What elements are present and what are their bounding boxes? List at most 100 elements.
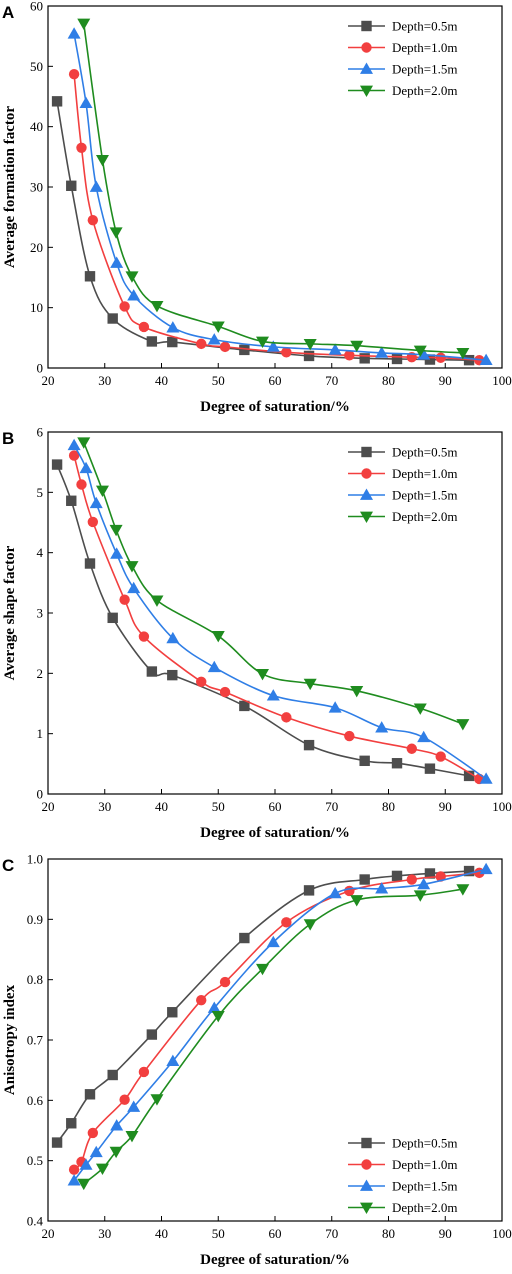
data-point	[150, 300, 164, 313]
data-point	[107, 612, 118, 624]
chart-panel-a: A 20 30 40 50 60 70 80 90 100 0 10 20 30 40 50 60 Degree …	[2, 0, 512, 415]
chart-panel-b: B 20 30 40 50 60 70 80 90 100 0 1 2 3 4 5 6 Degree of sat…	[2, 425, 512, 842]
y-tick-label: 0.7	[27, 1033, 44, 1048]
y-tick-label: 50	[30, 59, 43, 74]
legend-label: Depth=1.0m	[392, 1157, 457, 1172]
data-point	[119, 1094, 130, 1105]
data-point	[84, 558, 96, 569]
data-point	[146, 336, 158, 347]
y-tick-label: 0.6	[27, 1093, 44, 1108]
data-point	[138, 321, 150, 333]
data-point	[119, 594, 130, 605]
data-point	[328, 343, 342, 355]
y-axis-title: Anisotropy index	[2, 984, 18, 1095]
data-point	[406, 743, 417, 754]
data-point	[138, 1066, 150, 1078]
x-tick-label: 40	[155, 799, 168, 814]
data-point	[344, 885, 355, 897]
data-point	[435, 352, 446, 363]
data-point	[266, 689, 280, 701]
data-point	[77, 18, 91, 30]
legend-label: Depth=1.0m	[392, 466, 457, 481]
data-point	[350, 340, 364, 353]
data-point	[167, 669, 178, 681]
x-tick-label: 20	[42, 373, 55, 388]
data-point	[281, 917, 292, 928]
data-point	[68, 450, 80, 461]
data-point	[328, 886, 342, 899]
y-tick-label: 30	[30, 180, 43, 195]
data-point	[109, 227, 123, 239]
x-tick-label: 50	[212, 373, 225, 388]
y-axis-title: Average formation factor	[2, 106, 18, 268]
data-point	[281, 712, 292, 723]
x-axis-title: Degree of saturation/%	[200, 399, 350, 415]
legend-label: Depth=2.0m	[392, 83, 457, 98]
data-point	[79, 1158, 93, 1170]
data-point	[350, 685, 364, 698]
data-point	[150, 595, 164, 607]
data-point	[87, 1127, 99, 1139]
data-point	[424, 868, 436, 879]
data-point	[138, 631, 150, 642]
legend-label: Depth=1.5m	[392, 1179, 457, 1194]
data-point	[87, 214, 99, 226]
data-point	[479, 353, 493, 366]
data-point	[76, 479, 87, 490]
x-tick-label: 60	[269, 373, 282, 388]
x-tick-label: 70	[325, 1226, 338, 1241]
legend: Depth=0.5m Depth=1.0m Depth=1.5m Depth=2.0m	[348, 19, 457, 98]
legend-marker	[361, 468, 372, 479]
y-tick-label: 2	[37, 666, 44, 681]
data-point	[196, 338, 207, 350]
y-tick-label: 1.0	[27, 852, 43, 867]
data-point	[84, 1089, 96, 1100]
series-line	[83, 441, 464, 725]
x-tick-label: 100	[492, 799, 512, 814]
data-point	[406, 874, 417, 885]
x-tick-label: 90	[439, 1226, 452, 1241]
legend-label: Depth=1.0m	[392, 40, 457, 55]
data-point	[146, 666, 158, 677]
data-point	[66, 1118, 77, 1129]
data-point	[239, 932, 250, 944]
x-tick-label: 40	[155, 373, 168, 388]
data-point	[303, 678, 317, 691]
data-point	[89, 180, 103, 192]
legend-marker	[360, 85, 373, 97]
data-point	[207, 660, 221, 673]
y-tick-label: 6	[37, 425, 44, 440]
panel-letter: A	[2, 3, 14, 22]
data-point	[127, 289, 141, 301]
data-point	[150, 1094, 164, 1106]
y-tick-label: 10	[30, 300, 43, 315]
data-point	[456, 348, 470, 360]
data-point	[77, 437, 91, 449]
x-tick-label: 80	[382, 373, 395, 388]
data-point	[110, 1119, 124, 1131]
data-point	[219, 341, 231, 353]
data-point	[239, 344, 250, 356]
data-point	[146, 1029, 158, 1040]
legend-marker	[360, 62, 373, 74]
data-point	[207, 333, 221, 345]
data-point	[110, 256, 124, 268]
data-point	[344, 730, 355, 742]
y-tick-label: 60	[30, 0, 43, 14]
data-point	[68, 1164, 80, 1175]
data-point	[266, 935, 280, 948]
data-point	[66, 180, 77, 191]
legend-marker	[361, 42, 372, 53]
x-tick-label: 60	[269, 1226, 282, 1241]
legend-label: Depth=0.5m	[392, 19, 457, 34]
series-depth-1.5m	[67, 862, 493, 1186]
panel-letter: C	[2, 856, 14, 875]
legend-label: Depth=2.0m	[392, 1200, 457, 1215]
data-point	[303, 919, 317, 931]
data-point	[87, 516, 99, 528]
data-point	[350, 895, 364, 907]
data-point	[303, 350, 315, 362]
legend-label: Depth=1.5m	[392, 488, 457, 503]
data-point	[375, 882, 389, 894]
